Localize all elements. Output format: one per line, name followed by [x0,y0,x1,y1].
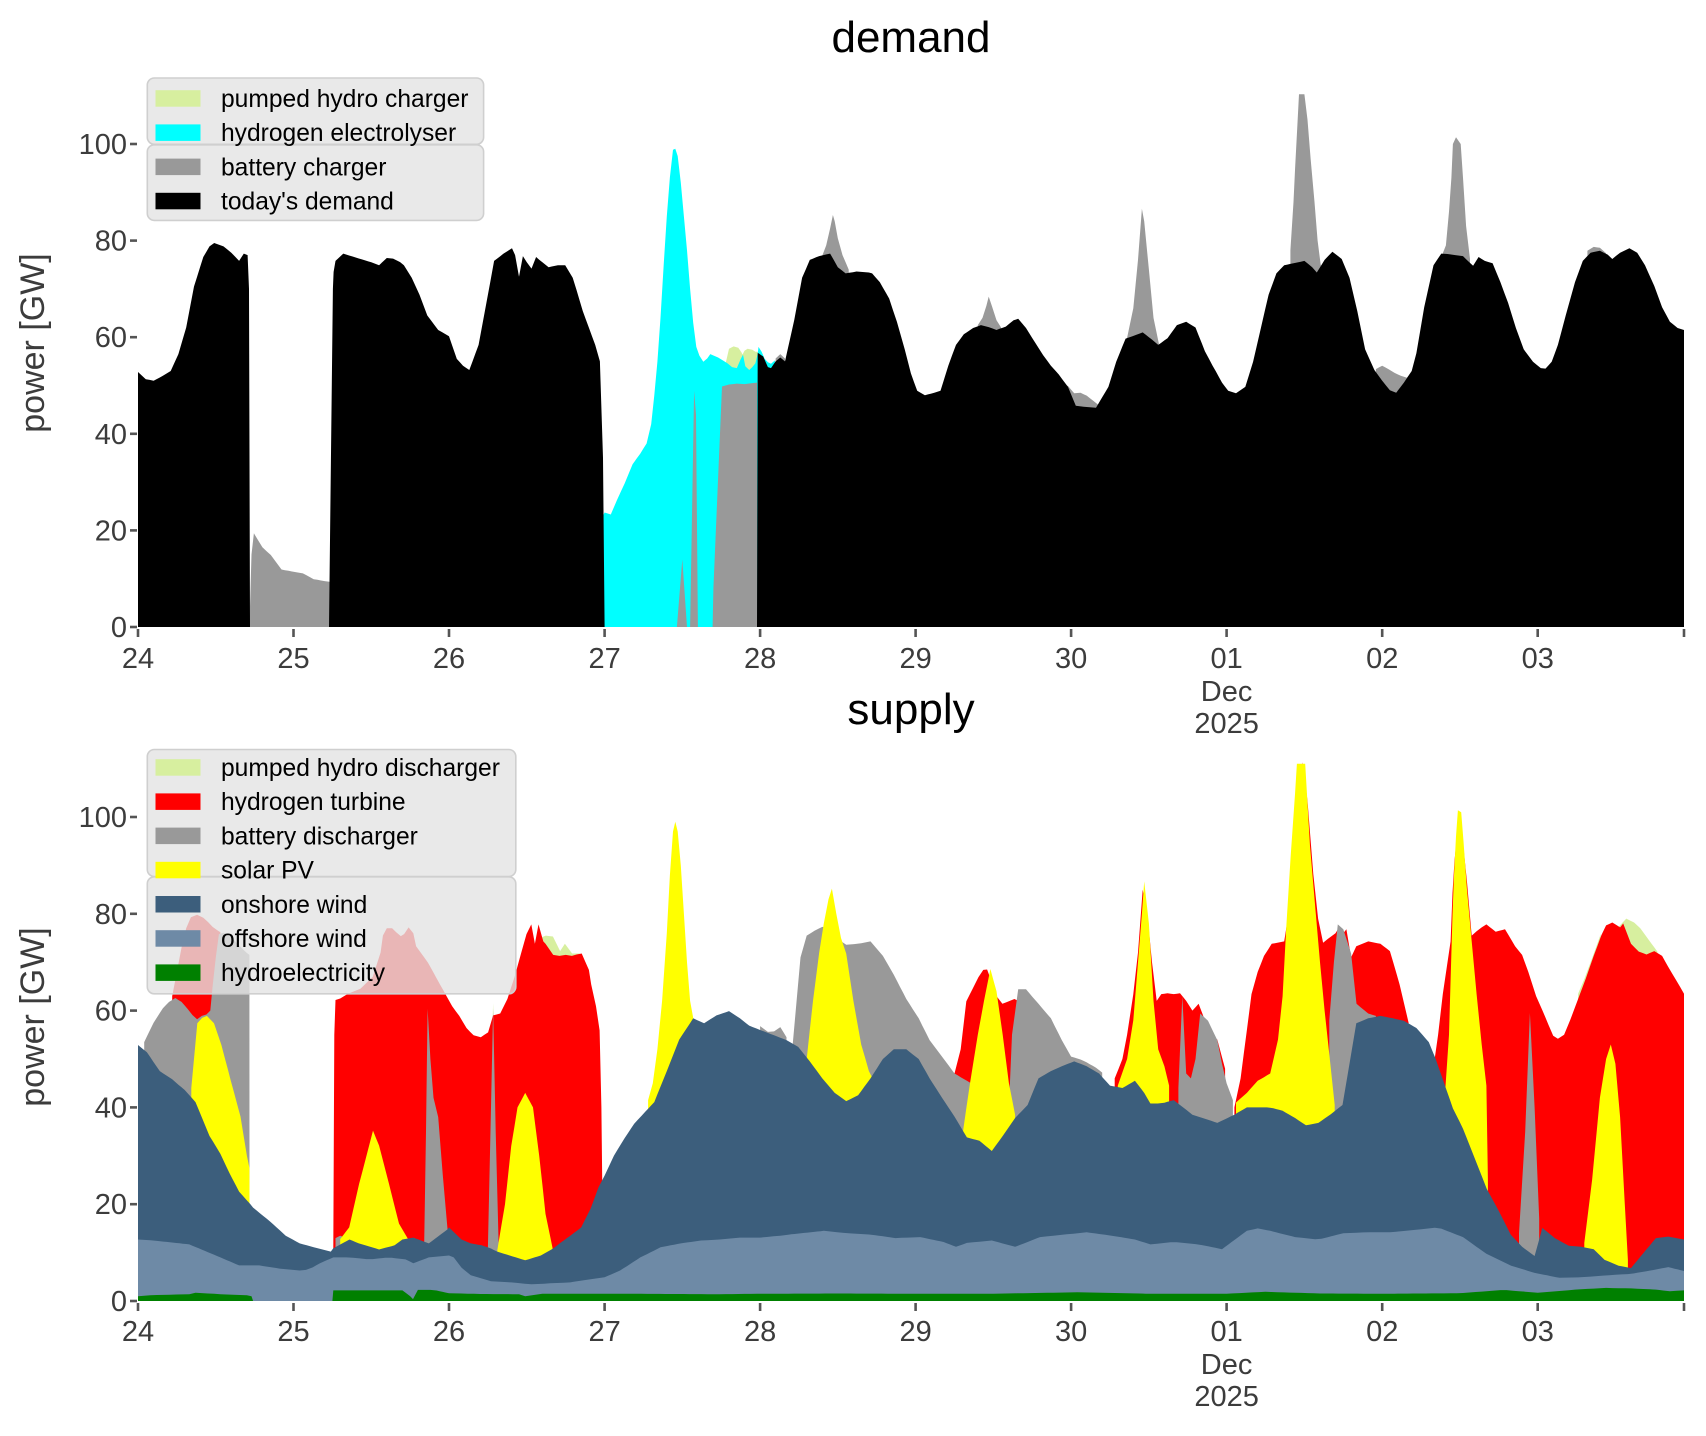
svg-text:24: 24 [122,1316,154,1348]
svg-text:28: 28 [744,1316,776,1348]
svg-text:03: 03 [1522,643,1554,675]
svg-text:hydrogen turbine: hydrogen turbine [221,789,406,816]
svg-text:40: 40 [95,419,127,451]
svg-text:100: 100 [79,802,127,834]
svg-text:02: 02 [1366,1316,1398,1348]
svg-text:25: 25 [277,643,309,675]
svg-text:40: 40 [95,1092,127,1124]
svg-text:01: 01 [1210,1316,1242,1348]
svg-text:offshore wind: offshore wind [221,926,367,953]
svg-text:20: 20 [95,515,127,547]
svg-text:24: 24 [122,643,154,675]
svg-text:29: 29 [899,643,931,675]
svg-text:hydrogen electrolyser: hydrogen electrolyser [221,120,456,147]
svg-text:60: 60 [95,322,127,354]
svg-text:Dec: Dec [1201,1349,1253,1381]
svg-text:demand: demand [831,13,990,62]
svg-text:30: 30 [1055,1316,1087,1348]
svg-text:01: 01 [1210,643,1242,675]
svg-text:60: 60 [95,996,127,1028]
svg-text:80: 80 [95,899,127,931]
svg-text:hydroelectricity: hydroelectricity [221,960,386,987]
svg-text:power [GW]: power [GW] [14,927,52,1106]
svg-text:30: 30 [1055,643,1087,675]
svg-text:25: 25 [277,1316,309,1348]
svg-text:Dec: Dec [1201,676,1253,708]
svg-text:27: 27 [588,643,620,675]
svg-text:29: 29 [899,1316,931,1348]
svg-text:02: 02 [1366,643,1398,675]
svg-text:pumped hydro charger: pumped hydro charger [221,86,468,113]
svg-text:0: 0 [111,612,127,644]
svg-text:solar PV: solar PV [221,858,315,885]
svg-text:battery charger: battery charger [221,154,386,181]
svg-text:27: 27 [588,1316,620,1348]
svg-text:2025: 2025 [1194,708,1259,740]
svg-text:100: 100 [79,129,127,161]
svg-text:0: 0 [111,1286,127,1318]
svg-text:power [GW]: power [GW] [14,253,52,432]
svg-text:supply: supply [847,685,974,734]
svg-text:battery discharger: battery discharger [221,823,418,850]
svg-text:20: 20 [95,1189,127,1221]
svg-text:onshore wind: onshore wind [221,892,367,919]
svg-text:80: 80 [95,226,127,258]
svg-text:26: 26 [433,643,465,675]
svg-text:2025: 2025 [1194,1381,1259,1413]
svg-text:pumped hydro discharger: pumped hydro discharger [221,755,500,782]
svg-text:today's demand: today's demand [221,189,394,216]
svg-text:28: 28 [744,643,776,675]
svg-text:26: 26 [433,1316,465,1348]
svg-text:03: 03 [1522,1316,1554,1348]
